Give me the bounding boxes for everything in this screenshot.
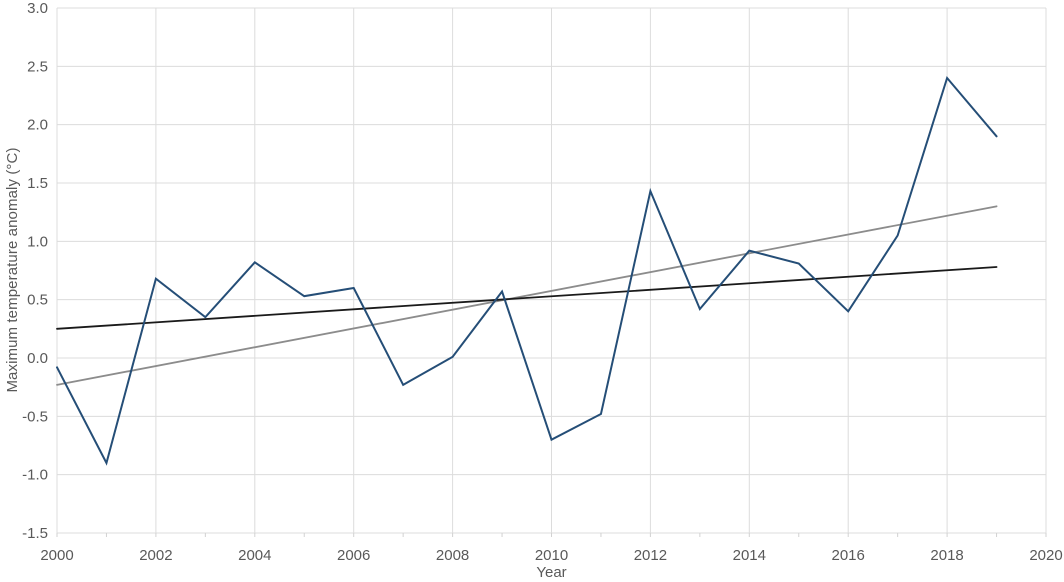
x-tick-label: 2018: [930, 547, 963, 564]
x-tick-label: 2000: [40, 547, 73, 564]
y-tick-label: 0.5: [27, 292, 48, 309]
y-tick-label: 2.5: [27, 58, 48, 75]
y-tick-label: -1.5: [22, 525, 48, 542]
y-tick-label: 2.0: [27, 117, 48, 134]
x-tick-label: 2010: [535, 547, 568, 564]
y-tick-label: 1.5: [27, 175, 48, 192]
y-tick-label: 3.0: [27, 0, 48, 17]
series-line: [56, 75, 998, 466]
x-tick-label: 2020: [1029, 547, 1062, 564]
reference-trend-black: [56, 266, 998, 330]
y-tick-label: 1.0: [27, 233, 48, 250]
y-tick-label: -0.5: [22, 408, 48, 425]
linear-trend-gray: [56, 205, 998, 386]
y-tick-label: -1.0: [22, 467, 48, 484]
x-tick-label: 2008: [436, 547, 469, 564]
x-tick-label: 2004: [238, 547, 271, 564]
x-tick-label: 2016: [832, 547, 865, 564]
x-tick-label: 2002: [139, 547, 172, 564]
y-axis-title-text: Maximum temperature anomaly (°C): [4, 147, 21, 393]
x-tick-label: 2006: [337, 547, 370, 564]
x-tick-label: 2012: [634, 547, 667, 564]
x-axis-title: Year: [536, 564, 567, 581]
y-tick-label: 0.0: [27, 350, 48, 367]
x-tick-label: 2014: [733, 547, 766, 564]
